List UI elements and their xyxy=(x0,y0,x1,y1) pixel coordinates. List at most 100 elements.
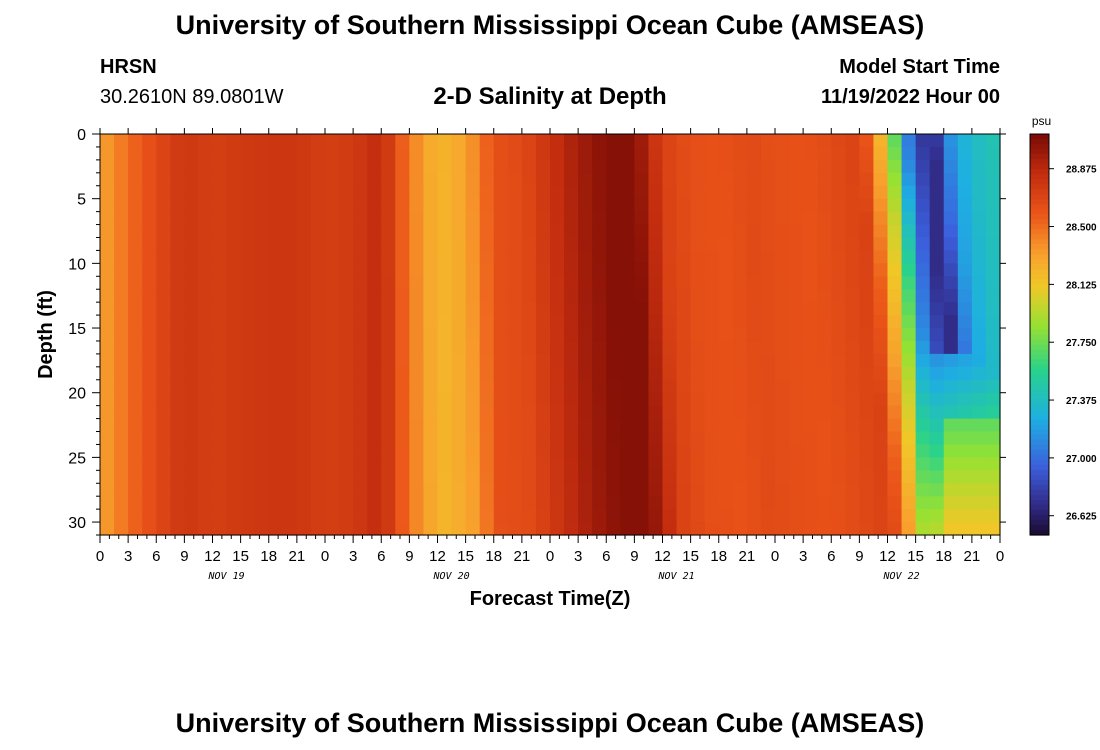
heatmap-cell xyxy=(873,315,889,329)
heatmap-cell xyxy=(620,263,635,277)
heatmap-cell xyxy=(296,353,312,368)
heatmap-cell xyxy=(634,418,650,433)
heatmap-cell xyxy=(535,172,551,187)
heatmap-cell xyxy=(325,211,340,226)
heatmap-cell xyxy=(943,159,959,174)
heatmap-cell xyxy=(353,366,368,381)
heatmap-cell xyxy=(198,289,214,303)
heatmap-cell xyxy=(100,405,115,420)
heatmap-cell xyxy=(535,522,551,536)
heatmap-cell xyxy=(198,509,214,523)
heatmap-cell xyxy=(620,418,635,433)
heatmap-cell xyxy=(760,418,776,433)
heatmap-cell xyxy=(339,470,354,484)
heatmap-cell xyxy=(198,263,214,277)
heatmap-cell xyxy=(662,496,678,510)
heatmap-cell xyxy=(395,392,410,407)
heatmap-cell xyxy=(100,392,115,407)
heatmap-cell xyxy=(254,509,270,523)
heatmap-cell xyxy=(648,134,664,148)
heatmap-cell xyxy=(395,509,410,523)
heatmap-cell xyxy=(493,224,509,239)
heatmap-cell xyxy=(789,366,804,381)
x-tick-label: 6 xyxy=(602,548,610,565)
heatmap-cell xyxy=(282,418,298,433)
heatmap-cell xyxy=(592,392,607,407)
heatmap-cell xyxy=(929,509,945,523)
heatmap-cell xyxy=(268,276,284,290)
heatmap-cell xyxy=(662,379,678,394)
heatmap-cell xyxy=(704,250,720,264)
heatmap-cell xyxy=(746,198,762,213)
colorbar-segment xyxy=(1030,244,1049,250)
heatmap-cell xyxy=(971,366,987,381)
heatmap-cell xyxy=(915,134,931,148)
heatmap-cell xyxy=(240,405,256,420)
heatmap-cell xyxy=(381,185,396,200)
heatmap-cell xyxy=(901,172,917,187)
heatmap-cell xyxy=(296,237,312,252)
heatmap-cell xyxy=(746,418,762,433)
heatmap-cell xyxy=(817,379,832,394)
heatmap-cell xyxy=(310,211,326,226)
heatmap-cell xyxy=(240,172,256,187)
heatmap-cell xyxy=(212,366,228,381)
heatmap-cell xyxy=(845,444,860,458)
heatmap-cell xyxy=(170,185,185,200)
heatmap-cell xyxy=(690,237,706,252)
heatmap-cell xyxy=(521,405,537,420)
heatmap-cell xyxy=(817,172,832,187)
colorbar-segment xyxy=(1030,369,1049,376)
heatmap-cell xyxy=(282,457,298,471)
heatmap-cell xyxy=(929,250,945,264)
heatmap-cell xyxy=(423,431,439,446)
heatmap-cell xyxy=(901,211,917,226)
heatmap-cell xyxy=(943,172,959,187)
heatmap-cell xyxy=(170,470,185,484)
heatmap-cell xyxy=(367,289,382,303)
heatmap-cell xyxy=(423,159,439,174)
heatmap-cell xyxy=(254,146,270,161)
heatmap-cell xyxy=(254,315,270,329)
colorbar-segment xyxy=(1030,509,1049,516)
heatmap-cell xyxy=(915,159,931,174)
heatmap-cell xyxy=(634,250,650,264)
heatmap-cell xyxy=(254,457,270,471)
heatmap-cell xyxy=(451,509,467,523)
colorbar-segment xyxy=(1030,239,1049,245)
heatmap-cell xyxy=(367,276,382,290)
heatmap-cell xyxy=(690,263,706,277)
heatmap-cell xyxy=(100,328,115,342)
heatmap-cell xyxy=(114,198,129,213)
heatmap-cell xyxy=(845,366,860,381)
heatmap-cell xyxy=(521,509,537,523)
heatmap-cell xyxy=(395,315,410,329)
heatmap-cell xyxy=(170,159,185,174)
heatmap-cell xyxy=(578,431,593,446)
heatmap-cell xyxy=(564,263,579,277)
colorbar-segment xyxy=(1030,344,1049,351)
heatmap-cell xyxy=(296,392,312,407)
heatmap-cell xyxy=(648,353,664,368)
heatmap-cell xyxy=(451,237,467,252)
heatmap-cell xyxy=(296,522,312,536)
heatmap-cell xyxy=(606,263,621,277)
heatmap-cell xyxy=(746,237,762,252)
heatmap-cell xyxy=(184,444,200,458)
heatmap-cell xyxy=(606,224,621,239)
colorbar-segment xyxy=(1030,454,1049,461)
x-tick-label: 21 xyxy=(964,548,981,565)
heatmap-cell xyxy=(100,302,115,316)
heatmap-cell xyxy=(859,457,875,471)
heatmap-cell xyxy=(184,172,200,187)
heatmap-cell xyxy=(451,328,467,342)
heatmap-cell xyxy=(578,237,593,252)
heatmap-cell xyxy=(240,418,256,433)
heatmap-cell xyxy=(887,237,903,252)
heatmap-cell xyxy=(901,263,917,277)
heatmap-cell xyxy=(437,340,453,355)
colorbar-segment xyxy=(1030,484,1049,491)
heatmap-cell xyxy=(803,289,818,303)
heatmap-cell xyxy=(339,418,354,433)
heatmap-cell xyxy=(114,431,129,446)
